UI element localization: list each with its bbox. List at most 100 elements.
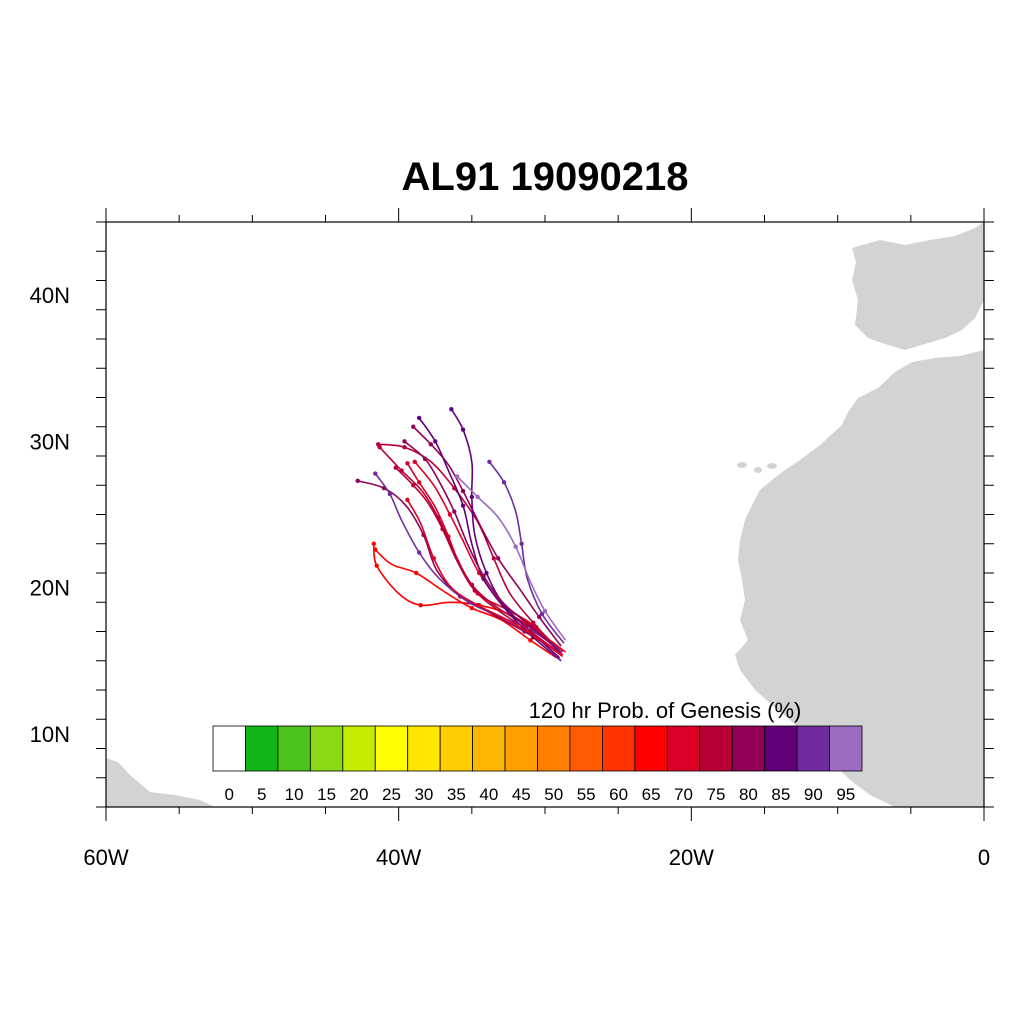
land-canary-1 — [737, 462, 747, 468]
colorbar-swatch — [537, 725, 571, 772]
colorbar-swatch — [666, 725, 701, 772]
forecast-track — [403, 440, 561, 653]
colorbar-swatch — [309, 725, 344, 772]
forecast-track — [414, 461, 561, 650]
track-point — [371, 541, 376, 546]
land-canary-3 — [767, 463, 777, 469]
track-point — [542, 608, 548, 614]
track-point — [528, 638, 533, 643]
colorbar-label: 30 — [414, 785, 433, 804]
track-point — [529, 624, 535, 630]
track-point — [501, 480, 507, 485]
colorbar-swatch — [245, 725, 279, 772]
forecast-track — [374, 549, 558, 659]
colorbar-label: 70 — [674, 785, 693, 804]
track-point — [428, 442, 434, 447]
track-point — [416, 480, 422, 485]
track-point — [484, 570, 489, 576]
track-point — [411, 424, 416, 429]
colorbar-swatch — [407, 725, 441, 772]
colorbar-swatch — [374, 725, 409, 772]
track-point — [402, 445, 407, 450]
track-point — [447, 512, 453, 517]
track-point — [393, 465, 398, 470]
track-point — [355, 478, 360, 484]
forecast-track — [406, 499, 564, 658]
track-point — [387, 491, 393, 497]
colorbar-swatch — [634, 725, 668, 772]
track-point — [418, 602, 423, 608]
track-point — [440, 526, 445, 532]
colorbar: 120 hr Prob. of Genesis (%) 0 5 10 15 20 25 30… — [212, 698, 863, 804]
track-point — [469, 494, 475, 500]
colorbar-label: 35 — [447, 785, 466, 804]
track-point — [416, 550, 422, 555]
land-canary-2 — [754, 467, 762, 473]
track-point — [536, 614, 542, 620]
axis-ticks: 60W 40W 20W 0 10N 20N 30N 40N — [30, 208, 994, 870]
track-point — [469, 605, 475, 611]
track-point — [460, 427, 466, 432]
colorbar-label: 80 — [739, 785, 758, 804]
track-point — [422, 456, 428, 462]
colorbar-swatch — [504, 725, 538, 772]
colorbar-swatch — [277, 725, 311, 772]
track-point — [405, 497, 410, 503]
map-title: AL91 19090218 — [402, 155, 689, 199]
lat-tick-label: 40N — [30, 283, 70, 308]
track-point — [531, 620, 536, 625]
track-point — [487, 459, 492, 465]
colorbar-swatch — [342, 725, 376, 772]
lat-tick-label: 10N — [30, 722, 70, 747]
land-layer — [106, 222, 984, 807]
track-point — [475, 602, 480, 608]
colorbar-label: 60 — [609, 785, 628, 804]
lat-tick-label: 20N — [30, 576, 70, 601]
track-point — [472, 588, 477, 593]
colorbar-label: 0 — [224, 785, 233, 804]
colorbar-label: 90 — [804, 785, 823, 804]
track-point — [455, 474, 460, 479]
track-point — [495, 556, 501, 561]
land-south-america — [106, 758, 215, 807]
colorbar-swatch — [212, 725, 246, 772]
lon-tick-label: 20W — [669, 845, 714, 870]
colorbar-swatch — [472, 725, 506, 772]
track-point — [405, 461, 410, 466]
lat-tick-label: 30N — [30, 429, 70, 454]
colorbar-swatch — [796, 725, 830, 772]
track-point — [374, 563, 379, 568]
track-point — [475, 494, 480, 500]
colorbar-label: 85 — [771, 785, 790, 804]
colorbar-label: 20 — [350, 785, 369, 804]
colorbar-label: 55 — [577, 785, 596, 804]
track-point — [377, 445, 382, 450]
track-point — [491, 556, 496, 561]
track-point — [411, 483, 416, 488]
colorbar-label: 75 — [707, 785, 726, 804]
track-point — [452, 509, 457, 514]
colorbar-label: 40 — [479, 785, 498, 804]
colorbar-swatch — [731, 725, 766, 772]
colorbar-label: 95 — [836, 785, 855, 804]
lon-tick-label: 40W — [376, 845, 421, 870]
track-point — [373, 471, 378, 476]
track-point — [534, 635, 539, 640]
land-africa — [735, 350, 984, 807]
colorbar-swatch — [439, 725, 473, 772]
colorbar-label: 45 — [512, 785, 531, 804]
forecast-track — [450, 408, 561, 659]
colorbar-swatch — [569, 725, 603, 772]
forecast-track — [412, 426, 562, 647]
colorbar-label: 15 — [317, 785, 336, 804]
forecast-track — [406, 462, 564, 656]
forecast-track — [395, 467, 561, 655]
colorbar-label: 50 — [544, 785, 563, 804]
track-point — [460, 488, 466, 494]
track-point — [414, 570, 419, 576]
colorbar-swatch — [829, 725, 863, 772]
lon-tick-label: 60W — [83, 845, 128, 870]
colorbar-title: 120 hr Prob. of Genesis (%) — [529, 698, 802, 723]
track-point — [519, 541, 524, 546]
